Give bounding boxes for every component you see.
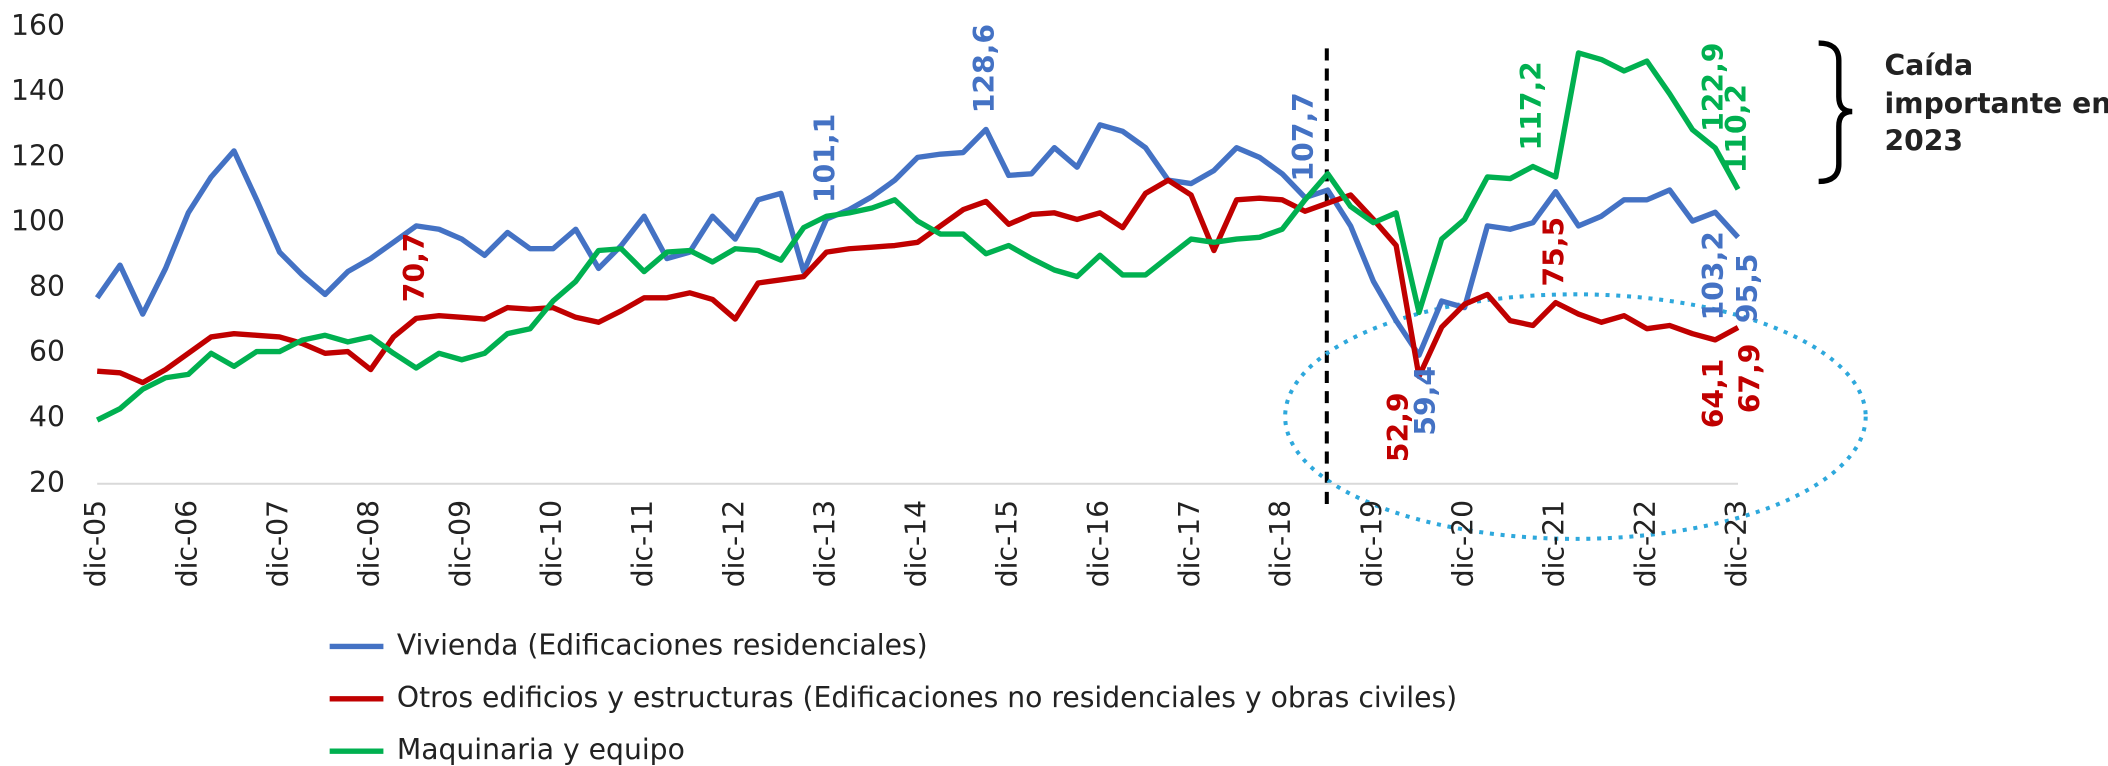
data-label: 64,1 (1697, 359, 1730, 429)
x-tick-label: dic-12 (717, 500, 750, 587)
x-tick-label: dic-10 (535, 500, 568, 587)
y-tick-label: 80 (29, 270, 65, 303)
data-label: 103,2 (1697, 231, 1730, 320)
y-tick-label: 20 (29, 466, 65, 499)
x-tick-label: dic-06 (170, 500, 203, 587)
legend-label: Otros edificios y estructuras (Edificaci… (397, 681, 1457, 714)
legend-label: Maquinaria y equipo (397, 733, 685, 766)
y-tick-label: 60 (29, 335, 65, 368)
data-label: 59,4 (1409, 366, 1442, 436)
data-label: 67,9 (1733, 344, 1766, 414)
data-label: 110,2 (1720, 84, 1753, 173)
data-label: 75,5 (1538, 217, 1571, 287)
annotation: Caída (1885, 49, 1974, 82)
x-tick-label: dic-17 (1173, 500, 1206, 587)
highlight-ellipse (1283, 292, 1868, 541)
x-tick-label: dic-21 (1538, 500, 1571, 587)
data-label: 117,2 (1515, 61, 1548, 150)
data-label: 52,9 (1382, 393, 1415, 463)
x-tick-label: dic-11 (626, 500, 659, 587)
annotation: 2023 (1885, 124, 1964, 157)
x-tick-label: dic-15 (991, 500, 1024, 587)
x-tick-label: dic-13 (808, 500, 841, 587)
data-label: 128,6 (968, 24, 1001, 113)
y-tick-label: 140 (11, 74, 65, 107)
y-tick-label: 160 (11, 9, 65, 42)
x-tick-label: dic-19 (1355, 500, 1388, 587)
x-tick-label: dic-16 (1082, 500, 1115, 587)
x-tick-label: dic-22 (1629, 500, 1662, 587)
x-tick-label: dic-07 (261, 500, 294, 587)
data-label: 95,5 (1731, 254, 1764, 324)
x-tick-label: dic-08 (353, 500, 386, 587)
line-series (96, 177, 1740, 386)
y-tick-label: 100 (11, 205, 65, 238)
x-tick-label: dic-23 (1720, 500, 1753, 587)
line-series (95, 50, 1741, 423)
x-tick-label: dic-05 (79, 500, 112, 587)
data-label: 70,7 (398, 233, 431, 303)
y-tick-label: 120 (11, 139, 65, 172)
data-label: 101,1 (808, 114, 841, 203)
x-tick-label: dic-18 (1264, 500, 1297, 587)
x-tick-label: dic-20 (1447, 500, 1480, 587)
x-tick-label: dic-14 (900, 500, 933, 587)
legend-label: Vivienda (Edificaciones residenciales) (397, 628, 928, 661)
data-label: 107,7 (1287, 92, 1320, 181)
x-tick-label: dic-09 (444, 500, 477, 587)
annotation: importante en (1885, 87, 2108, 120)
brace (1818, 40, 1853, 185)
y-tick-label: 40 (29, 401, 65, 434)
data-label: 122,9 (1697, 43, 1730, 132)
